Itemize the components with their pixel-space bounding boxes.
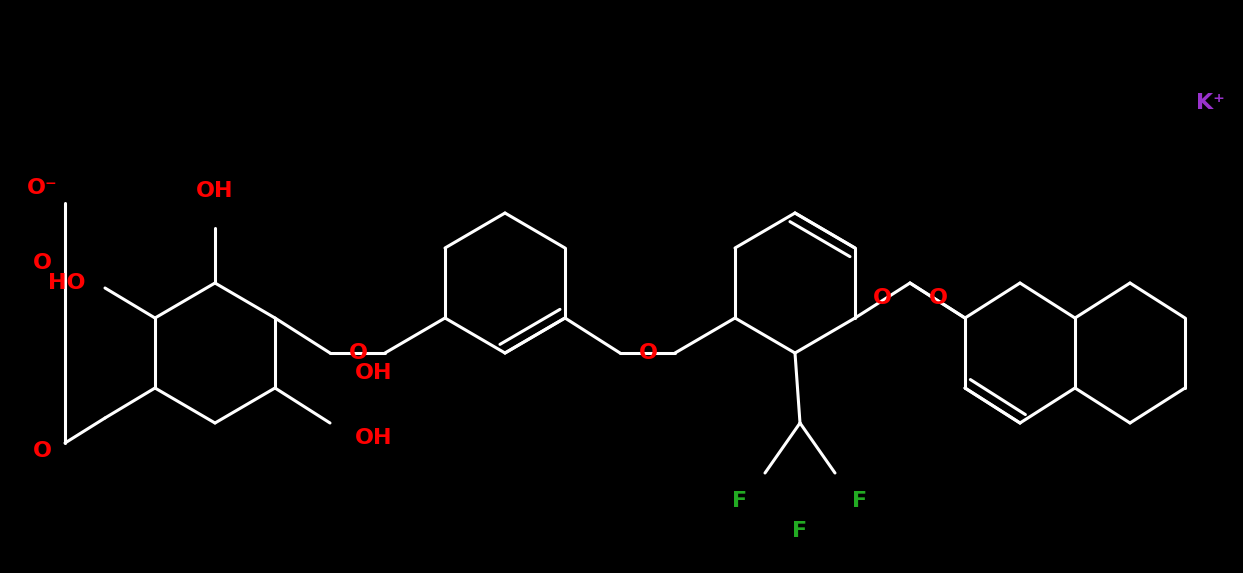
Text: O⁻: O⁻ <box>26 178 57 198</box>
Text: O: O <box>929 288 947 308</box>
Text: OH: OH <box>355 363 393 383</box>
Text: HO: HO <box>47 273 85 293</box>
Text: F: F <box>732 491 747 511</box>
Text: F: F <box>793 521 808 541</box>
Text: O: O <box>32 441 51 461</box>
Text: O: O <box>873 288 891 308</box>
Text: F: F <box>853 491 868 511</box>
Text: K⁺: K⁺ <box>1196 93 1224 113</box>
Text: O: O <box>32 253 51 273</box>
Text: O: O <box>639 343 658 363</box>
Text: OH: OH <box>355 428 393 448</box>
Text: O: O <box>348 343 368 363</box>
Text: OH: OH <box>196 181 234 201</box>
